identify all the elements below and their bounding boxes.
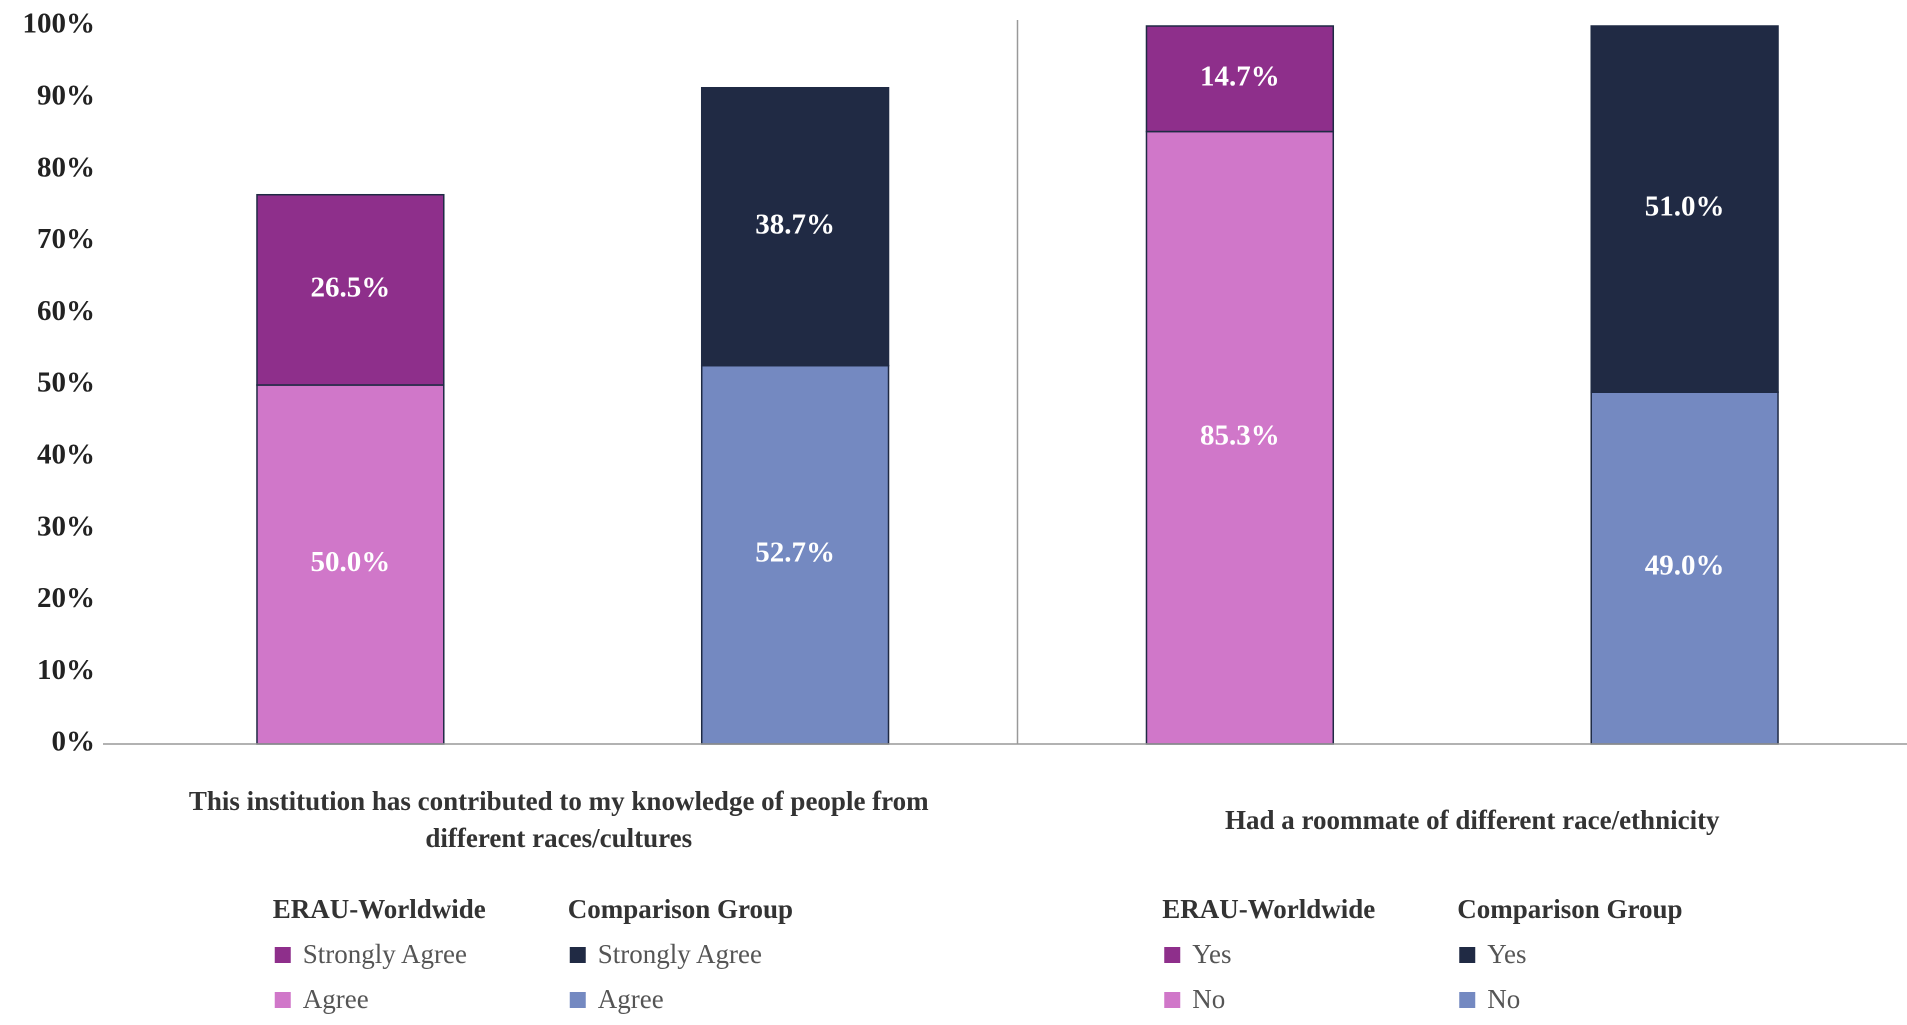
y-tick-label: 100% xyxy=(23,8,96,40)
legend-swatch xyxy=(274,947,291,963)
value-label: 52.7% xyxy=(755,536,835,568)
y-tick-label: 50% xyxy=(37,367,95,399)
value-label: 26.5% xyxy=(311,272,391,304)
value-label: 14.7% xyxy=(1200,60,1280,92)
legend-label: Yes xyxy=(1487,939,1526,969)
legend-swatch xyxy=(569,947,586,963)
value-label: 49.0% xyxy=(1645,550,1725,582)
y-tick-label: 80% xyxy=(37,151,95,183)
legend-swatch xyxy=(274,992,291,1008)
legend-label: Agree xyxy=(598,984,664,1014)
legend-title: ERAU-Worldwide xyxy=(1162,894,1375,924)
legend-swatch xyxy=(1164,992,1181,1008)
y-tick-label: 30% xyxy=(37,510,95,542)
bar-segment xyxy=(1145,25,1335,133)
y-tick-label: 90% xyxy=(37,79,95,111)
legend-swatch xyxy=(1459,947,1476,963)
legend-title: ERAU-Worldwide xyxy=(273,894,486,924)
category-label: Had a roommate of different race/ethnici… xyxy=(1224,804,1720,835)
bar-segment xyxy=(1145,130,1335,745)
legend-label: Yes xyxy=(1192,939,1231,969)
bar-segment xyxy=(700,86,890,367)
value-label: 50.0% xyxy=(311,546,391,578)
y-tick-label: 10% xyxy=(37,654,95,686)
bar-segment xyxy=(256,384,445,745)
y-tick-label: 70% xyxy=(37,223,95,255)
bar-segment xyxy=(256,193,445,386)
y-tick-label: 40% xyxy=(37,438,95,470)
bar-segment xyxy=(1590,391,1779,745)
legend-swatch xyxy=(1164,947,1181,963)
legend-label: Agree xyxy=(303,984,369,1014)
legend-label: No xyxy=(1487,984,1520,1014)
y-tick-label: 20% xyxy=(37,582,95,614)
y-tick-label: 0% xyxy=(52,726,96,758)
value-label: 38.7% xyxy=(755,208,835,240)
legend-swatch xyxy=(569,992,586,1008)
legend-label: No xyxy=(1192,984,1225,1014)
legend-label: Strongly Agree xyxy=(303,939,467,969)
category-label: This institution has contributed to my k… xyxy=(188,786,929,853)
legend-swatch xyxy=(1459,992,1476,1008)
bar-segment xyxy=(1590,25,1779,393)
value-label: 51.0% xyxy=(1645,191,1725,223)
value-label: 85.3% xyxy=(1200,419,1280,451)
y-tick-label: 60% xyxy=(37,295,95,327)
legend-title: Comparison Group xyxy=(568,894,793,924)
legend-label: Strongly Agree xyxy=(598,939,762,969)
legend-title: Comparison Group xyxy=(1457,894,1682,924)
